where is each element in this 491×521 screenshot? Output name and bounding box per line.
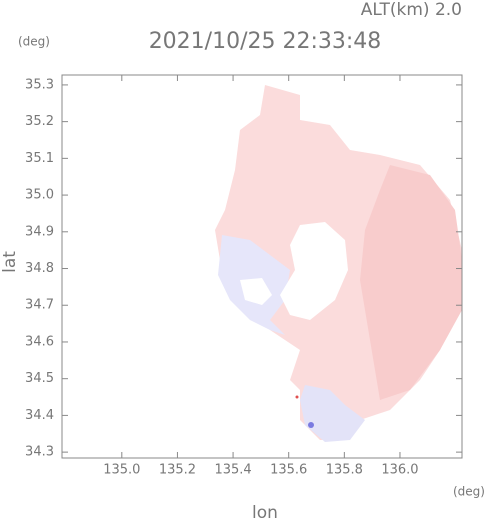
echo-spot xyxy=(295,395,299,399)
x-tick-label: 135.6 xyxy=(270,463,307,478)
y-tick-label: 34.3 xyxy=(25,445,54,460)
y-tick-label: 34.4 xyxy=(25,408,54,423)
y-tick-label: 34.6 xyxy=(25,334,54,349)
y-tick-label: 35.1 xyxy=(25,151,54,166)
x-tick-label: 135.0 xyxy=(103,463,140,478)
y-tick-label: 35.2 xyxy=(25,114,54,129)
y-tick-label: 34.5 xyxy=(25,371,54,386)
x-tick-label: 135.8 xyxy=(326,463,363,478)
y-tick-label: 35.3 xyxy=(25,77,54,92)
x-tick-label: 135.2 xyxy=(159,463,196,478)
radar-field xyxy=(215,85,462,442)
y-axis-label: lat xyxy=(0,251,20,273)
y-tick-label: 34.7 xyxy=(25,298,54,313)
x-tick-label: 136.0 xyxy=(381,463,418,478)
echo-spot xyxy=(308,422,314,428)
y-tick-label: 34.9 xyxy=(25,224,54,239)
strong-positive-area xyxy=(360,165,462,400)
chart-title: 2021/10/25 22:33:48 xyxy=(149,29,382,54)
no-echo-area xyxy=(240,278,272,305)
x-tick-label: 135.4 xyxy=(214,463,251,478)
x-unit: (deg) xyxy=(453,485,485,499)
y-unit: (deg) xyxy=(18,35,50,49)
plot-frame xyxy=(61,74,463,459)
x-axis-label: lon xyxy=(252,503,278,521)
y-tick-label: 34.8 xyxy=(25,261,54,276)
negative-velocity-area xyxy=(300,385,365,442)
y-tick-label: 35.0 xyxy=(25,188,54,203)
no-echo-area xyxy=(280,222,348,320)
altitude-annotation: ALT(km) 2.0 xyxy=(361,0,462,20)
